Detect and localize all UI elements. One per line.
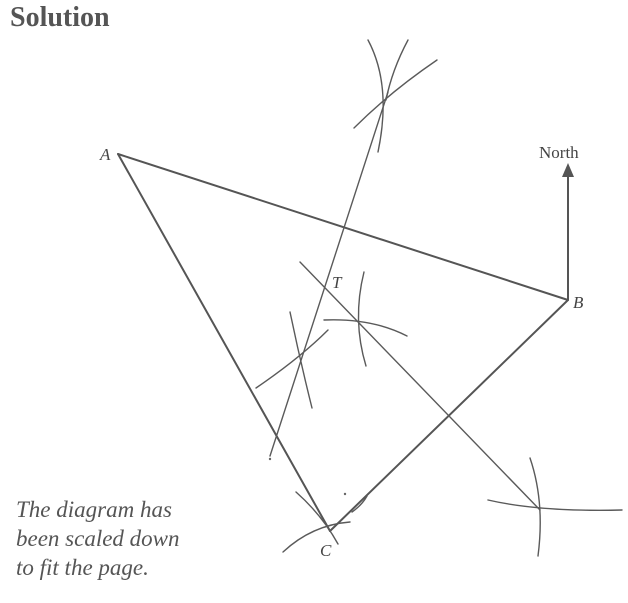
arc-t-2 xyxy=(323,319,408,337)
arc-top-3 xyxy=(385,39,409,101)
mark-dot xyxy=(268,457,272,461)
arc-top-2 xyxy=(353,59,438,129)
arc-mid-2 xyxy=(255,329,329,389)
label-a: A xyxy=(99,145,111,164)
scale-caption: The diagram has been scaled down to fit … xyxy=(16,495,180,582)
north-arrowhead xyxy=(562,163,574,177)
caption-line-1: The diagram has xyxy=(16,497,172,522)
side-ac xyxy=(117,153,331,532)
side-ab xyxy=(117,153,569,301)
north-label: North xyxy=(539,143,579,162)
caption-line-3: to fit the page. xyxy=(16,555,149,580)
solution-heading: Solution xyxy=(10,2,110,33)
arc-t-1 xyxy=(357,271,367,367)
mark-dot xyxy=(343,492,347,496)
label-b: B xyxy=(573,293,584,312)
arc-top-1 xyxy=(367,39,384,153)
caption-line-2: been scaled down xyxy=(16,526,180,551)
bisector-ac xyxy=(269,91,389,457)
bisector-bc xyxy=(299,261,541,511)
arc-c-1 xyxy=(282,521,351,553)
arc-mid-1 xyxy=(289,311,313,409)
label-t: T xyxy=(332,273,343,292)
arc-c-3 xyxy=(351,495,368,513)
label-c: C xyxy=(320,541,332,560)
arc-br-2 xyxy=(487,499,623,511)
arc-br-1 xyxy=(529,457,541,557)
arc-c-2 xyxy=(295,491,339,545)
